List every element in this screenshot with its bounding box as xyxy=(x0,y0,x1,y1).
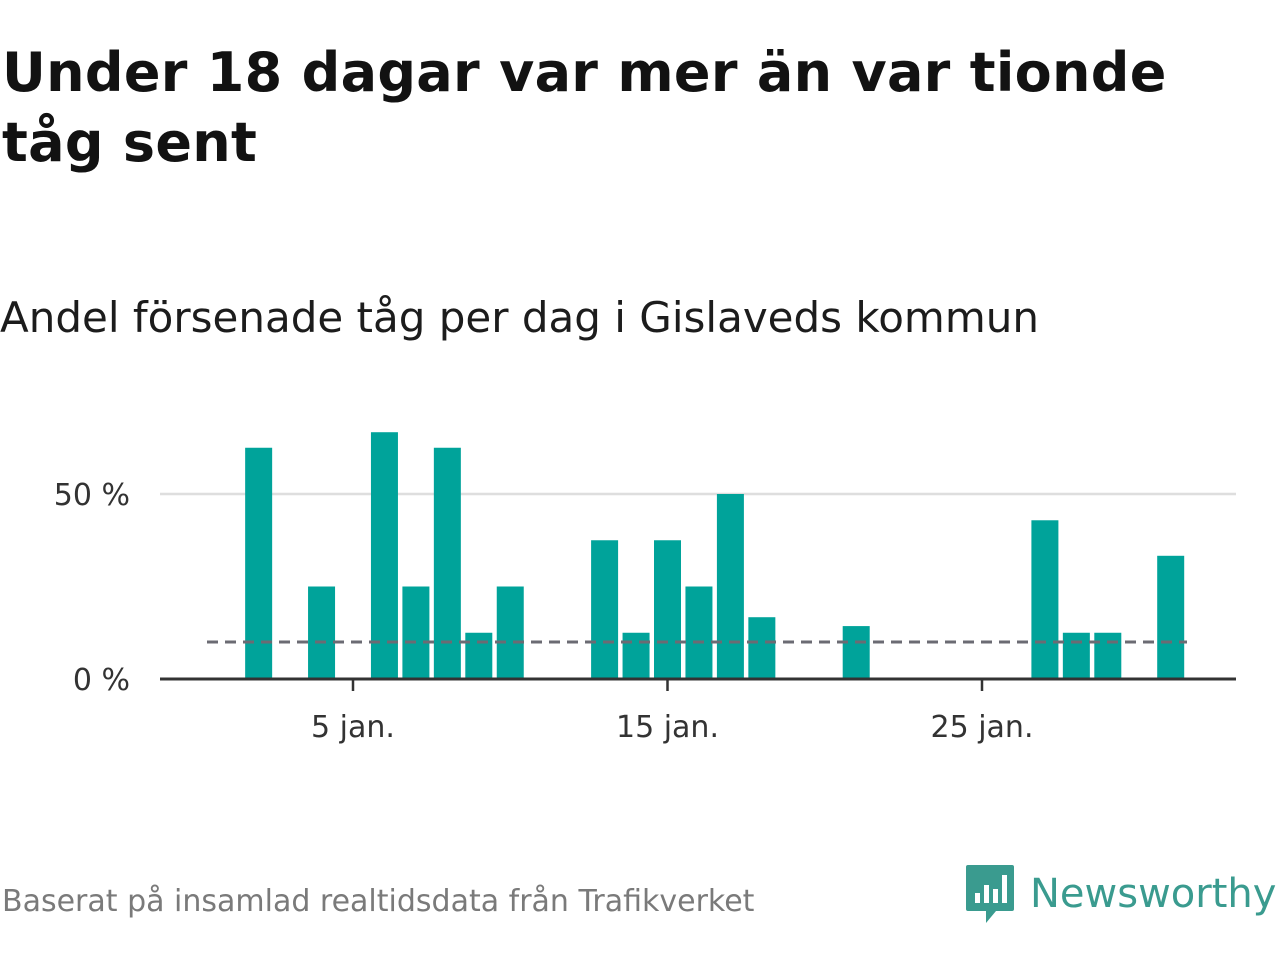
brand-name: Newsworthy xyxy=(1030,871,1277,917)
bar-jan-28 xyxy=(1062,632,1090,679)
bar-jan-17 xyxy=(716,494,744,679)
newsworthy-logo-icon xyxy=(966,865,1014,923)
bar-jan-7 xyxy=(402,586,430,679)
x-tick-label: 5 jan. xyxy=(311,710,395,745)
bar-jan-8 xyxy=(433,447,461,679)
bar-jan-29 xyxy=(1094,632,1122,679)
x-axis xyxy=(160,677,1236,691)
x-tick-label: 25 jan. xyxy=(931,710,1034,745)
x-tick-label: 15 jan. xyxy=(616,710,719,745)
bar-jan-31 xyxy=(1157,555,1185,679)
brand-logo[interactable]: Newsworthy xyxy=(964,862,1276,926)
source-note: Baserat på insamlad realtidsdata från Tr… xyxy=(2,884,755,919)
chart-subtitle: Andel försenade tåg per dag i Gislaveds … xyxy=(0,293,1039,342)
bar-jan-4 xyxy=(308,586,336,679)
bar-jan-27 xyxy=(1031,520,1059,679)
bar-jan-18 xyxy=(748,617,776,679)
bar-jan-6 xyxy=(370,432,398,679)
bars xyxy=(245,432,1185,679)
bar-jan-9 xyxy=(465,632,493,679)
bar-jan-15 xyxy=(654,540,681,679)
bar-jan-16 xyxy=(685,586,713,679)
y-tick-label: 0 % xyxy=(73,663,130,698)
bar-jan-14 xyxy=(622,632,650,679)
tick-labels: 0 % 50 % 5 jan. 15 jan. 25 jan. xyxy=(54,478,1034,745)
chart-title: Under 18 dagar var mer än var tionde tåg… xyxy=(2,41,1167,174)
bar-jan-2 xyxy=(245,447,273,679)
bar-jan-21 xyxy=(842,626,870,679)
y-tick-label: 50 % xyxy=(54,478,130,513)
bar-jan-10 xyxy=(496,586,524,679)
bar-jan-13 xyxy=(591,540,619,679)
